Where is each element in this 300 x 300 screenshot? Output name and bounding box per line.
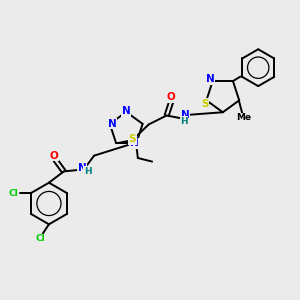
Text: S: S	[129, 134, 136, 144]
Text: Me: Me	[236, 113, 251, 122]
Text: N: N	[130, 138, 138, 148]
Text: H: H	[84, 167, 92, 176]
Text: N: N	[78, 163, 87, 172]
Text: H: H	[180, 117, 188, 126]
Text: S: S	[201, 99, 209, 109]
Text: N: N	[122, 106, 130, 116]
Text: N: N	[108, 119, 117, 129]
Text: Cl: Cl	[8, 189, 18, 198]
Text: N: N	[206, 74, 215, 84]
Text: O: O	[167, 92, 176, 102]
Text: N: N	[181, 110, 189, 120]
Text: Cl: Cl	[35, 234, 45, 243]
Text: O: O	[50, 151, 58, 161]
